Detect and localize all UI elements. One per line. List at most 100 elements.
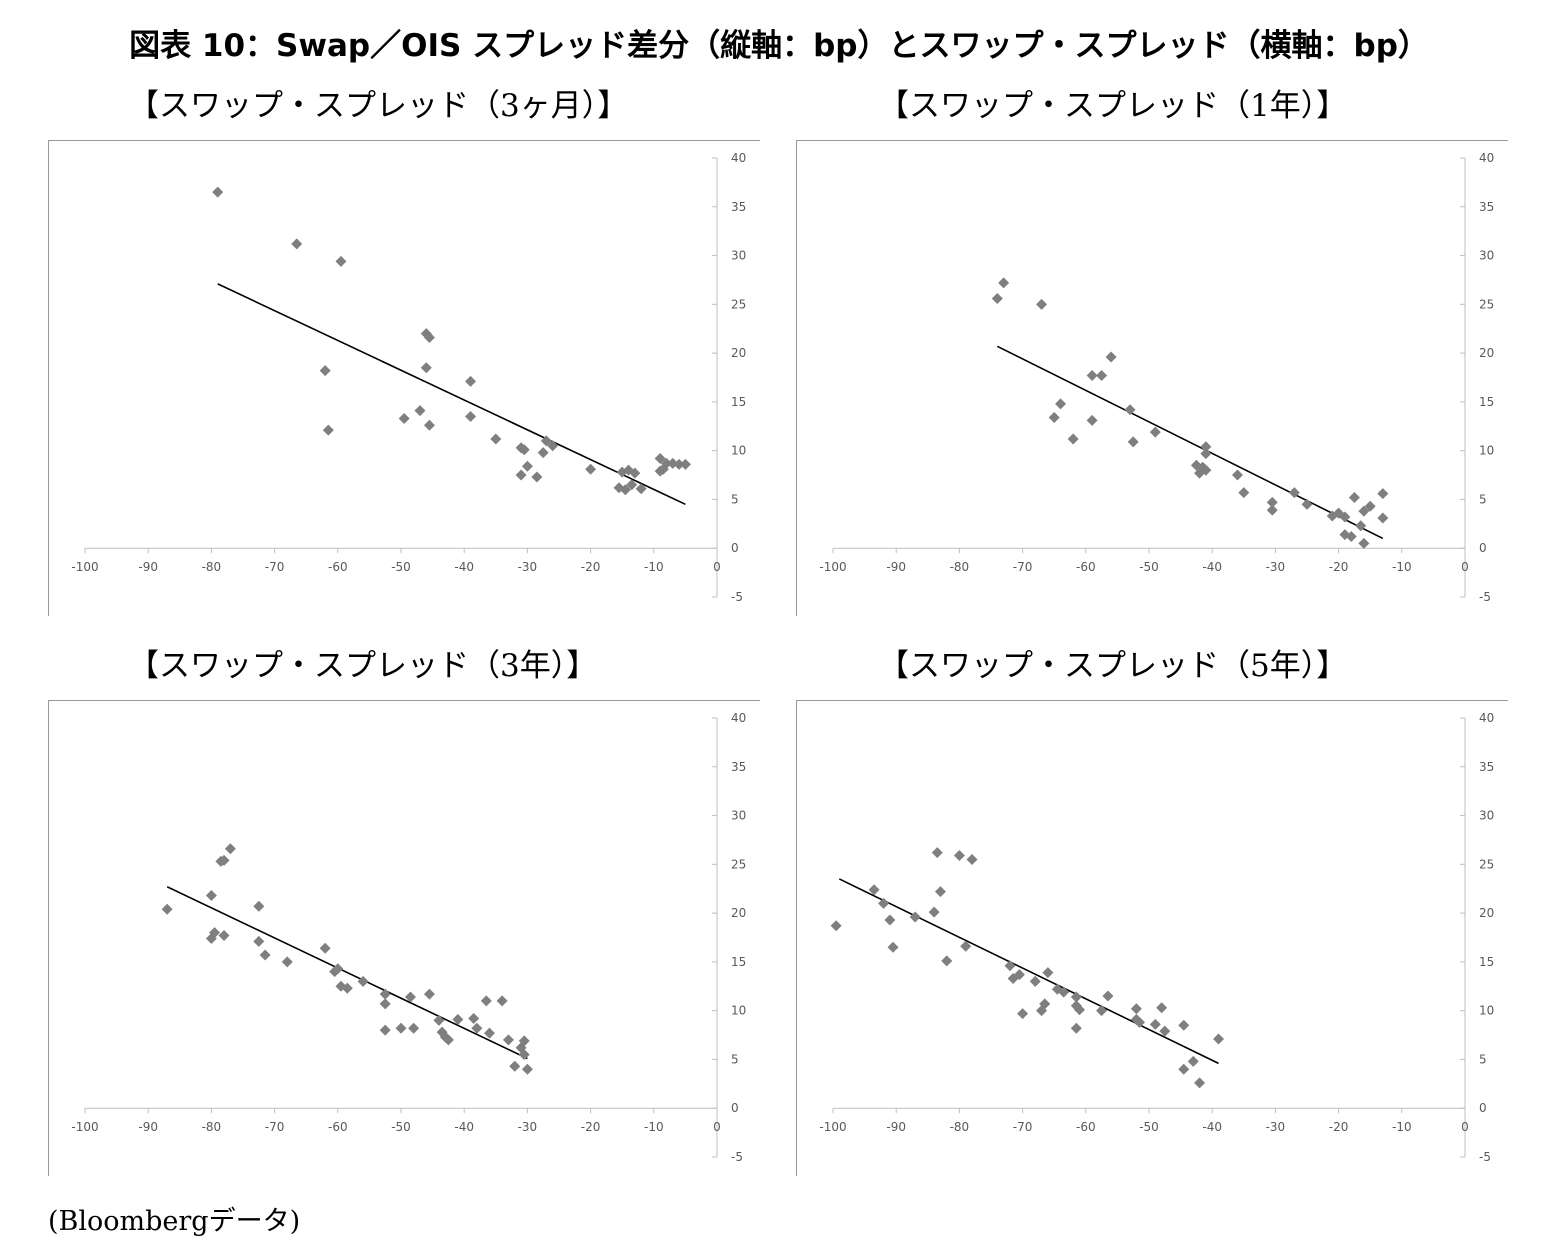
trendline bbox=[996, 345, 1384, 540]
data-point bbox=[1086, 370, 1098, 382]
data-point bbox=[1200, 448, 1212, 460]
x-tick-label: -90 bbox=[138, 560, 158, 574]
data-point bbox=[1149, 426, 1161, 438]
data-point bbox=[547, 440, 559, 452]
data-point bbox=[884, 914, 896, 926]
y-tick-label: -5 bbox=[1479, 1150, 1491, 1164]
y-tick-label: 0 bbox=[1479, 1101, 1487, 1115]
x-tick-label: -100 bbox=[819, 1120, 846, 1134]
data-point bbox=[379, 1024, 391, 1036]
data-point bbox=[205, 890, 217, 902]
x-tick-label: -70 bbox=[265, 1120, 285, 1134]
data-point bbox=[1070, 991, 1082, 1003]
x-tick-label: -80 bbox=[950, 1120, 970, 1134]
data-point bbox=[1358, 537, 1370, 549]
data-point bbox=[1200, 441, 1212, 453]
x-tick-label: -100 bbox=[71, 560, 98, 574]
chart-panel-3y: -100 -90 -80 -70 -60 -50 -40 -30 -20 -10 0 -5 0 5 10 15… bbox=[48, 700, 760, 1176]
data-point bbox=[253, 900, 265, 912]
y-tick-label: 35 bbox=[731, 200, 746, 214]
data-point bbox=[465, 411, 477, 423]
x-tick-label: -60 bbox=[1076, 1120, 1096, 1134]
data-point bbox=[468, 1012, 480, 1024]
data-point bbox=[1039, 998, 1051, 1010]
figure-title: 図表 10：Swap／OIS スプレッド差分（縦軸：bp）とスワップ・スプレッド… bbox=[129, 28, 1429, 64]
data-point bbox=[209, 927, 221, 939]
data-point bbox=[540, 435, 552, 447]
y-tick-label: 35 bbox=[731, 760, 746, 774]
chart-panel-5y: -100 -90 -80 -70 -60 -50 -40 -30 -20 -10 0 -5 0 5 10 15… bbox=[796, 700, 1508, 1176]
data-point bbox=[1213, 1033, 1225, 1045]
data-point bbox=[1070, 1000, 1082, 1012]
x-tick-label: -70 bbox=[1013, 1120, 1033, 1134]
data-point bbox=[322, 424, 334, 436]
chart-panel-3m: -100 -90 -80 -70 -60 -50 -40 -30 -20 -10 0 -5 0 5 10 15… bbox=[48, 140, 760, 616]
data-point bbox=[521, 1063, 533, 1075]
data-point bbox=[966, 853, 978, 865]
y-tick-label: 30 bbox=[731, 249, 746, 263]
data-point bbox=[1377, 488, 1389, 500]
data-point bbox=[281, 956, 293, 968]
y-tick-label: 20 bbox=[731, 906, 746, 920]
data-point bbox=[509, 1060, 521, 1072]
data-point bbox=[673, 458, 685, 470]
x-tick-label: -50 bbox=[1139, 1120, 1159, 1134]
data-point bbox=[1301, 498, 1313, 510]
data-point bbox=[1130, 1003, 1142, 1015]
y-tick-label: 15 bbox=[1479, 395, 1494, 409]
data-point bbox=[332, 963, 344, 975]
data-point bbox=[259, 949, 271, 961]
y-tick-label: -5 bbox=[731, 1150, 743, 1164]
data-point bbox=[471, 1022, 483, 1034]
x-tick-label: -30 bbox=[1266, 560, 1286, 574]
data-point bbox=[1070, 1022, 1082, 1034]
trendline bbox=[838, 878, 1219, 1065]
data-point bbox=[319, 942, 331, 954]
data-point bbox=[1358, 505, 1370, 517]
data-point bbox=[1013, 969, 1025, 981]
data-point bbox=[1345, 531, 1357, 543]
data-point bbox=[329, 966, 341, 978]
y-tick-label: 40 bbox=[731, 711, 746, 725]
y-tick-label: 10 bbox=[1479, 444, 1494, 458]
y-tick-label: 25 bbox=[1479, 857, 1494, 871]
data-point bbox=[1134, 1016, 1146, 1028]
y-tick-label: 5 bbox=[731, 492, 739, 506]
data-point bbox=[679, 458, 691, 470]
data-point bbox=[404, 991, 416, 1003]
data-point bbox=[490, 433, 502, 445]
data-point bbox=[1036, 1005, 1048, 1017]
x-tick-label: -100 bbox=[819, 560, 846, 574]
data-point bbox=[1190, 459, 1202, 471]
data-point bbox=[1178, 1063, 1190, 1075]
data-point bbox=[830, 920, 842, 932]
data-point bbox=[521, 460, 533, 472]
data-point bbox=[868, 884, 880, 896]
data-point bbox=[1348, 491, 1360, 503]
x-tick-label: -10 bbox=[644, 1120, 664, 1134]
data-point bbox=[518, 1035, 530, 1047]
data-point bbox=[224, 843, 236, 855]
data-point bbox=[1238, 487, 1250, 499]
x-tick-label: -80 bbox=[202, 1120, 222, 1134]
data-point bbox=[934, 886, 946, 898]
data-point bbox=[1051, 983, 1063, 995]
x-tick-label: -40 bbox=[1202, 560, 1222, 574]
y-tick-label: 10 bbox=[731, 444, 746, 458]
data-point bbox=[465, 375, 477, 387]
y-tick-label: 25 bbox=[731, 857, 746, 871]
x-tick-label: -90 bbox=[138, 1120, 158, 1134]
data-point bbox=[483, 1027, 495, 1039]
y-tick-label: 25 bbox=[731, 297, 746, 311]
data-point bbox=[537, 447, 549, 459]
x-tick-label: -20 bbox=[581, 1120, 601, 1134]
x-tick-label: 0 bbox=[713, 1120, 721, 1134]
source-note: (Bloombergデータ) bbox=[48, 1206, 301, 1237]
chart-5y: -100 -90 -80 -70 -60 -50 -40 -30 -20 -10 0-5051015… bbox=[819, 711, 1494, 1164]
chart-3y: -100 -90 -80 -70 -60 -50 -40 -30 -20 -10 0-5051015… bbox=[71, 711, 746, 1164]
data-point bbox=[1004, 960, 1016, 972]
data-point bbox=[379, 998, 391, 1010]
data-point bbox=[1231, 469, 1243, 481]
data-point bbox=[1288, 487, 1300, 499]
y-tick-label: 40 bbox=[731, 151, 746, 165]
